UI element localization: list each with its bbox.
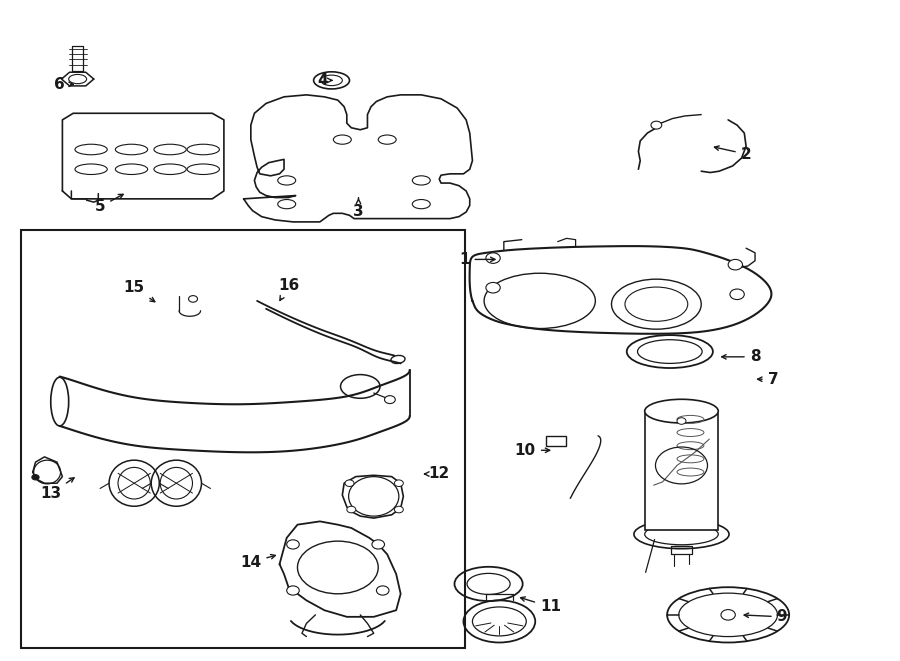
Circle shape xyxy=(32,475,39,480)
Bar xyxy=(21,230,465,648)
Text: 4: 4 xyxy=(318,73,332,88)
Text: 12: 12 xyxy=(425,467,450,481)
Text: 11: 11 xyxy=(520,597,561,615)
Bar xyxy=(546,436,566,446)
Circle shape xyxy=(287,586,300,595)
Circle shape xyxy=(287,540,300,549)
Text: 8: 8 xyxy=(722,349,760,364)
Text: 10: 10 xyxy=(515,443,550,458)
Ellipse shape xyxy=(634,520,729,549)
Text: 2: 2 xyxy=(715,146,752,161)
Circle shape xyxy=(376,586,389,595)
Ellipse shape xyxy=(313,72,349,89)
Circle shape xyxy=(728,259,742,270)
Circle shape xyxy=(651,121,661,129)
Circle shape xyxy=(721,609,735,620)
Text: 14: 14 xyxy=(240,555,275,570)
Circle shape xyxy=(345,480,354,486)
Circle shape xyxy=(486,253,500,263)
Circle shape xyxy=(730,289,744,299)
Circle shape xyxy=(677,418,686,424)
Text: 1: 1 xyxy=(459,252,495,267)
Circle shape xyxy=(346,506,356,513)
Circle shape xyxy=(372,540,384,549)
Circle shape xyxy=(394,480,403,486)
Bar xyxy=(644,414,718,529)
Circle shape xyxy=(394,506,403,513)
Text: 15: 15 xyxy=(123,280,155,301)
Circle shape xyxy=(188,295,197,302)
Text: 16: 16 xyxy=(278,278,299,301)
Ellipse shape xyxy=(644,399,718,423)
Text: 5: 5 xyxy=(94,194,123,214)
Text: 9: 9 xyxy=(744,609,788,625)
Circle shape xyxy=(384,396,395,404)
Text: 6: 6 xyxy=(54,77,73,92)
Text: 3: 3 xyxy=(353,198,364,219)
Text: 7: 7 xyxy=(758,371,778,387)
Circle shape xyxy=(486,282,500,293)
Text: 13: 13 xyxy=(40,478,74,501)
